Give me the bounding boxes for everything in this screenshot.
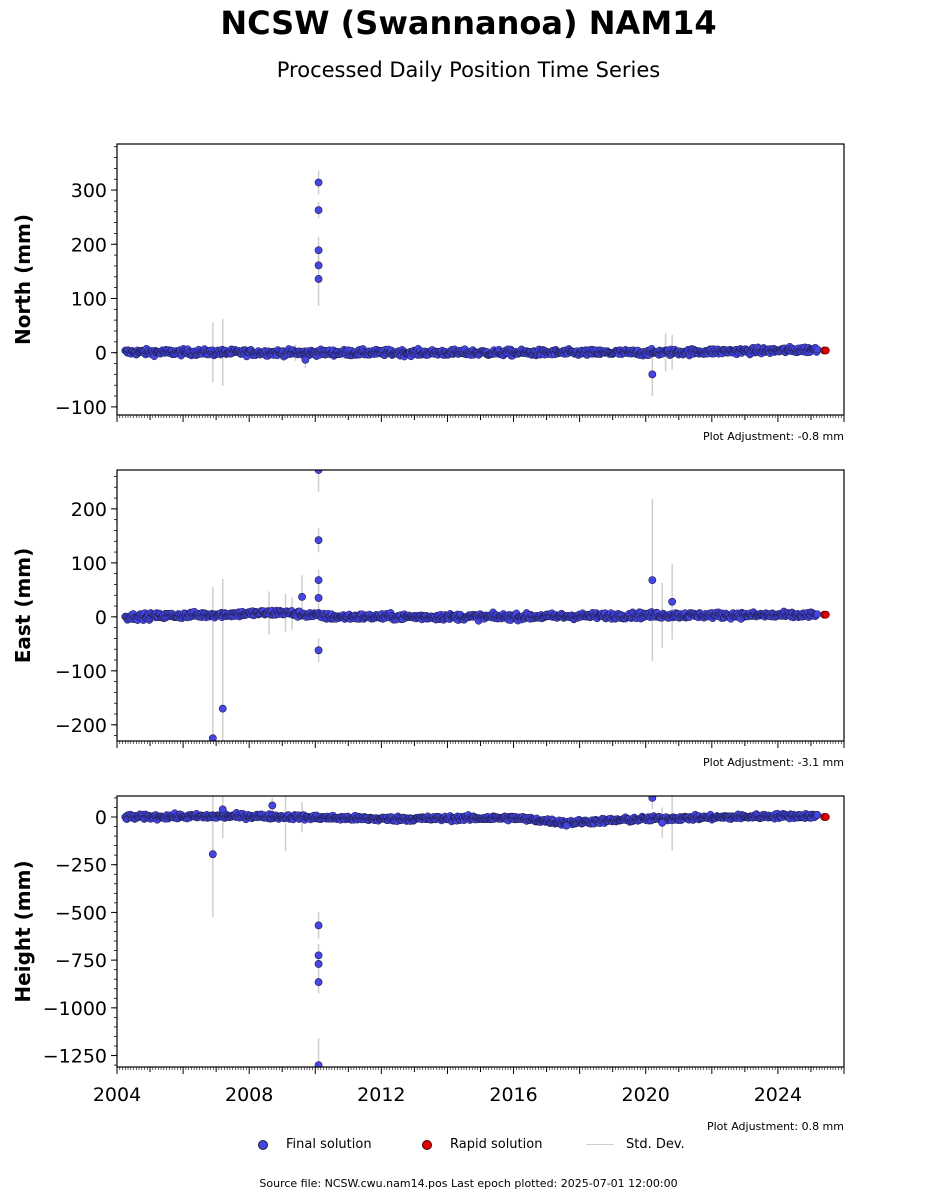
outlier-point bbox=[648, 796, 657, 802]
x-tick-label: 2008 bbox=[225, 1084, 273, 1106]
axes-frame bbox=[116, 469, 845, 742]
outlier-point bbox=[648, 576, 657, 585]
panel-3: −1250 −1000 −750 −500 −250 0 2004 2008 2012 2016 2… bbox=[11, 795, 845, 1133]
y-tick-label: 200 bbox=[71, 234, 107, 256]
outlier-point bbox=[562, 821, 571, 830]
x-tick-label: 2024 bbox=[754, 1084, 802, 1106]
legend-rapid: Rapid solution bbox=[422, 1137, 542, 1152]
axes-frame bbox=[116, 143, 845, 416]
outlier-point bbox=[314, 470, 323, 474]
panel-2: −200 −100 0 100 200 East (mm) Plot Adjustment:… bbox=[11, 469, 845, 769]
chart-title: NCSW (Swannanoa) NAM14 bbox=[220, 4, 717, 42]
final-solution-marker bbox=[258, 1139, 268, 1150]
y-axis-label: East (mm) bbox=[11, 548, 35, 664]
outlier-point bbox=[314, 178, 323, 187]
legend-rapid-label: Rapid solution bbox=[450, 1137, 543, 1152]
x-tick-label: 2016 bbox=[489, 1084, 537, 1106]
y-tick-label: −1000 bbox=[43, 998, 107, 1020]
outlier-point bbox=[314, 246, 323, 255]
y-tick-label: 0 bbox=[95, 807, 107, 829]
outlier-point bbox=[298, 592, 306, 601]
y-tick-label: −100 bbox=[55, 397, 107, 419]
final-solution-point bbox=[813, 610, 822, 619]
x-tick-label: 2012 bbox=[357, 1084, 405, 1106]
x-tick-label: 2020 bbox=[622, 1084, 670, 1106]
outlier-point bbox=[314, 261, 323, 270]
y-tick-label: −200 bbox=[55, 715, 107, 737]
y-tick-label: −250 bbox=[55, 855, 107, 877]
plot-adjustment-note: Plot Adjustment: -0.8 mm bbox=[703, 430, 844, 443]
y-tick-label: 200 bbox=[71, 499, 107, 521]
y-tick-label: 100 bbox=[71, 288, 107, 310]
legend-std: Std. Dev. bbox=[586, 1137, 685, 1152]
panel-body bbox=[121, 470, 830, 741]
outlier-point bbox=[314, 594, 323, 602]
panel-1: −100 0 100 200 300 North (mm) Plot Adjustment:… bbox=[11, 143, 845, 443]
outlier-point bbox=[268, 801, 277, 810]
final-solution-point bbox=[813, 345, 822, 354]
outlier-point bbox=[208, 850, 217, 859]
y-tick-label: −1250 bbox=[43, 1046, 107, 1068]
panel-body bbox=[121, 796, 830, 1067]
y-tick-label: 0 bbox=[95, 607, 107, 629]
outlier-point bbox=[314, 1061, 323, 1067]
outlier-point bbox=[218, 704, 227, 713]
final-solution-points bbox=[121, 342, 822, 361]
outlier-point bbox=[314, 206, 323, 215]
final-solution-points bbox=[121, 606, 822, 625]
y-tick-label: 300 bbox=[71, 180, 107, 202]
outlier-point bbox=[301, 355, 310, 364]
y-tick-label: −750 bbox=[55, 950, 107, 972]
outlier-point bbox=[658, 818, 667, 827]
plot-adjustment-note: Plot Adjustment: 0.8 mm bbox=[707, 1120, 844, 1133]
outlier-point bbox=[314, 536, 323, 545]
outlier-point bbox=[648, 370, 657, 379]
rapid-solution-marker bbox=[422, 1139, 432, 1150]
source-footer: Source file: NCSW.cwu.nam14.pos Last epo… bbox=[259, 1177, 678, 1190]
y-tick-label: −100 bbox=[55, 661, 107, 683]
y-axis-label: Height (mm) bbox=[11, 860, 35, 1002]
outlier-point bbox=[314, 951, 323, 960]
rapid-solution-point bbox=[821, 610, 830, 619]
outlier-point bbox=[314, 960, 323, 968]
chart-subtitle: Processed Daily Position Time Series bbox=[276, 58, 661, 82]
outlier-point bbox=[314, 576, 323, 585]
legend-final: Final solution bbox=[258, 1137, 372, 1152]
y-axis-label: North (mm) bbox=[11, 214, 35, 345]
outlier-point bbox=[314, 978, 323, 986]
outlier-point bbox=[208, 734, 217, 741]
legend-final-label: Final solution bbox=[286, 1137, 372, 1152]
outlier-point bbox=[218, 805, 227, 814]
legend: Final solution Rapid solution Std. Dev. bbox=[250, 1137, 730, 1159]
rapid-solution-point bbox=[821, 813, 830, 821]
outlier-point bbox=[314, 921, 323, 930]
y-tick-label: 0 bbox=[95, 343, 107, 365]
rapid-solution-point bbox=[821, 346, 830, 355]
panel-body bbox=[121, 170, 830, 397]
outlier-point bbox=[668, 597, 677, 606]
outlier-point bbox=[314, 646, 323, 655]
x-tick-label: 2004 bbox=[93, 1084, 141, 1106]
legend-std-label: Std. Dev. bbox=[626, 1137, 685, 1152]
final-solution-point bbox=[813, 810, 822, 819]
std-dev-line-icon bbox=[586, 1144, 614, 1145]
axes-frame bbox=[116, 795, 845, 1068]
y-tick-label: −500 bbox=[55, 902, 107, 924]
outlier-point bbox=[314, 275, 323, 283]
final-solution-points bbox=[121, 808, 822, 829]
y-tick-label: 100 bbox=[71, 553, 107, 575]
plot-adjustment-note: Plot Adjustment: -3.1 mm bbox=[703, 756, 844, 769]
